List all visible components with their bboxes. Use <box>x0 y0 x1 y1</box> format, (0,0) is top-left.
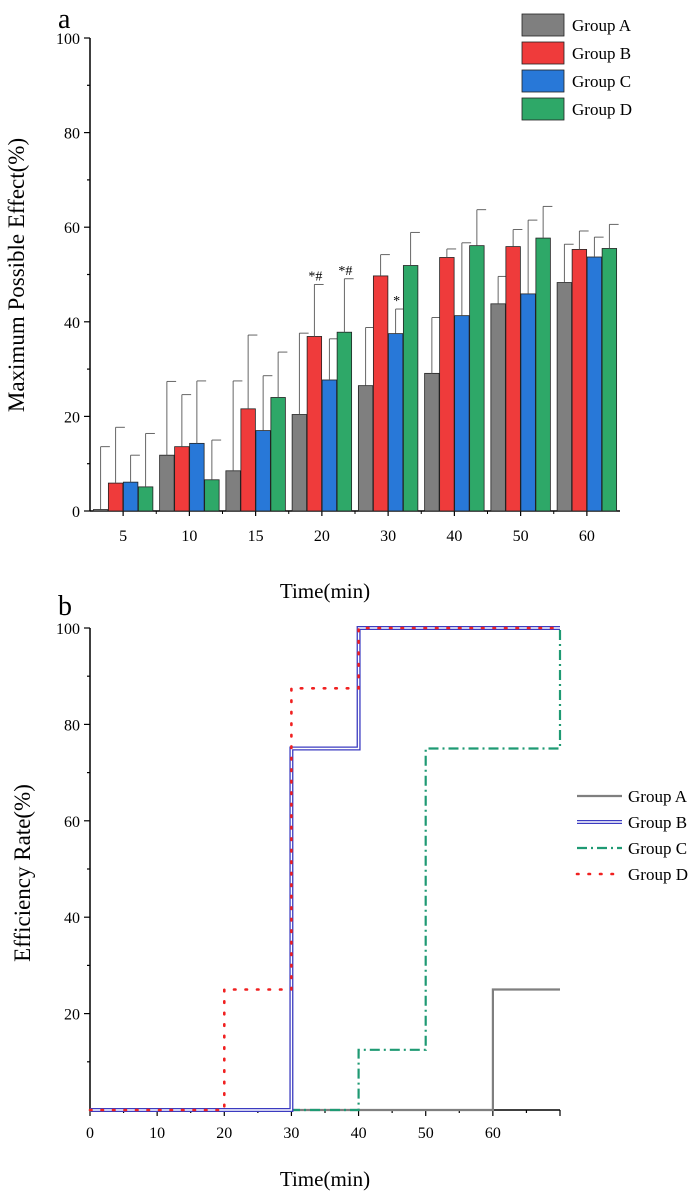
bar-group-a-30 <box>357 385 374 512</box>
legend-swatch <box>521 97 565 121</box>
line-group-b <box>90 626 560 1112</box>
bar-group-b-50 <box>505 246 521 512</box>
y-tick-label: 40 <box>64 910 80 927</box>
bar-group-d-30 <box>402 265 419 512</box>
legend-label: Group B <box>572 44 631 63</box>
x-tick-label: 15 <box>248 528 264 545</box>
bar-group-b-15 <box>240 408 256 512</box>
significance-marker: *# <box>338 264 352 279</box>
panel-a: a Maximum Possible Effect(%) Time(min) 0… <box>4 4 632 603</box>
line-group-d <box>88 626 562 1112</box>
bar-group-c-60 <box>586 256 603 512</box>
bar-group-d-15 <box>270 397 286 512</box>
legend-label: Group C <box>628 839 687 858</box>
y-tick-label: 20 <box>64 1007 80 1024</box>
significance-marker: * <box>393 294 400 309</box>
bar-group-d-60 <box>601 248 618 512</box>
panel-b-legend: Group A Group B Group C Group D <box>575 787 688 884</box>
panel-a-label: a <box>58 4 71 35</box>
bar-group-a-15 <box>225 470 241 512</box>
x-tick-label: 30 <box>283 1125 299 1142</box>
x-tick-label: 60 <box>485 1125 501 1142</box>
x-tick-label: 50 <box>513 528 529 545</box>
x-tick-label: 10 <box>181 528 197 545</box>
panel-a-ylabel: Maximum Possible Effect(%) <box>4 138 29 412</box>
bar-group-c-10 <box>189 442 205 512</box>
x-tick-label: 10 <box>149 1125 165 1142</box>
x-tick-label: 40 <box>351 1125 367 1142</box>
y-tick-label: 20 <box>64 409 80 426</box>
panel-b: b Efficiency Rate(%) Time(min) 20 40 60 80 1… <box>10 591 688 1191</box>
legend-label: Group D <box>572 100 632 119</box>
y-tick-label: 60 <box>64 220 80 237</box>
bar-group-a-40 <box>424 372 440 512</box>
x-tick-label: 40 <box>446 528 462 545</box>
bar-group-c-30 <box>387 333 404 512</box>
x-tick-label: 20 <box>216 1125 232 1142</box>
legend-label: Group B <box>628 813 687 832</box>
bar-group-d-40 <box>469 245 485 512</box>
y-tick-label: 60 <box>64 814 80 831</box>
bar-group-d-10 <box>204 479 220 512</box>
bar-group-a-50 <box>490 303 506 512</box>
legend-swatch <box>521 69 565 93</box>
legend-label: Group A <box>628 787 688 806</box>
y-tick-label: 80 <box>64 126 80 143</box>
x-tick-label: 30 <box>380 528 396 545</box>
bar-group-c-5 <box>122 481 139 512</box>
panel-b-xlabel: Time(min) <box>280 1167 370 1191</box>
y-tick-label: 0 <box>72 504 80 521</box>
panel-b-ylabel: Efficiency Rate(%) <box>10 784 35 962</box>
bar-group-b-5 <box>107 482 124 512</box>
panel-a-legend: Group A Group B Group C Group D <box>521 13 632 121</box>
bar-group-a-20 <box>291 414 308 512</box>
bar-group-b-30 <box>372 275 389 512</box>
bar-group-b-20 <box>306 336 323 512</box>
bar-group-a-5 <box>92 509 109 512</box>
bar-group-d-5 <box>137 486 154 512</box>
legend-swatch <box>521 13 565 37</box>
line-group-a <box>90 988 560 1112</box>
bar-group-a-10 <box>159 454 175 512</box>
panel-a-xlabel: Time(min) <box>280 579 370 603</box>
bar-group-b-60 <box>571 249 588 512</box>
x-tick-label: 5 <box>119 528 127 545</box>
bar-group-c-20 <box>321 379 338 512</box>
x-tick-label: 20 <box>314 528 330 545</box>
line-group-b-inner <box>90 627 560 1111</box>
line-group-c <box>90 628 562 1112</box>
panel-b-lines <box>88 626 562 1112</box>
significance-marker: *# <box>308 269 322 284</box>
y-tick-label: 100 <box>56 621 80 638</box>
x-tick-label: 60 <box>579 528 595 545</box>
panel-a-annotations: *# *# * <box>308 264 400 309</box>
bar-group-d-50 <box>535 237 551 512</box>
legend-label: Group C <box>572 72 631 91</box>
y-tick-label: 100 <box>56 31 80 48</box>
legend-label: Group D <box>628 865 688 884</box>
bar-group-c-50 <box>520 293 536 512</box>
x-tick-label: 50 <box>418 1125 434 1142</box>
bar-group-c-15 <box>255 430 271 512</box>
panel-b-label: b <box>58 591 72 622</box>
bar-group-a-60 <box>556 282 573 512</box>
panel-b-axes <box>84 627 561 1116</box>
bar-group-d-20 <box>336 331 353 512</box>
legend-swatch <box>521 41 565 65</box>
x-tick-label: 0 <box>86 1125 94 1142</box>
panel-b-tick-labels: 20 40 60 80 100 0 10 20 30 40 50 60 <box>56 621 501 1142</box>
y-tick-label: 40 <box>64 315 80 332</box>
bar-group-b-10 <box>174 446 190 512</box>
bar-group-c-40 <box>454 315 470 512</box>
panel-a-bars <box>92 205 619 512</box>
y-tick-label: 80 <box>64 717 80 734</box>
panel-a-tick-labels: 0 20 40 60 80 100 5 10 15 20 30 40 50 60 <box>56 31 595 545</box>
bar-group-b-40 <box>439 257 455 512</box>
legend-label: Group A <box>572 16 632 35</box>
